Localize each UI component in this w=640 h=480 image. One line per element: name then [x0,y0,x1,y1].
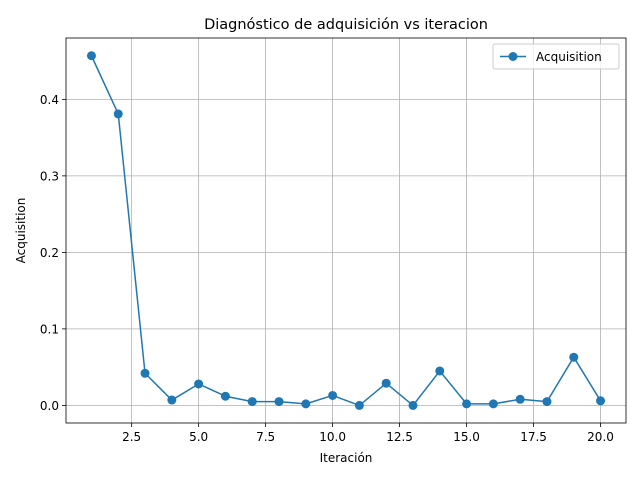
data-point [167,395,177,405]
data-point [408,400,418,410]
x-tick-label: 5.0 [189,430,208,444]
data-point [113,109,123,119]
y-axis-label: Acquisition [14,198,28,264]
legend-box [492,43,620,70]
y-tick-label: 0.4 [40,93,59,107]
y-tick-label: 0.2 [40,246,59,260]
legend: Acquisition [492,43,620,70]
x-axis-ticks: 2.5 5.0 7.5 10.0 12.5 15.0 17.5 20.0 [122,423,614,444]
legend-marker-swatch [508,52,518,61]
x-tick-label: 10.0 [319,430,346,444]
legend-label: Acquisition [536,50,602,64]
data-point [435,366,445,376]
data-point [488,399,498,409]
y-tick-label: 0.1 [40,322,59,336]
data-point [381,378,391,388]
data-point [140,368,150,378]
x-tick-label: 2.5 [122,430,141,444]
series-layer [86,51,606,410]
data-point [515,394,525,404]
series-line [90,55,602,407]
data-point [220,391,230,401]
x-tick-label: 17.5 [520,430,547,444]
grid-lines [66,38,626,423]
chart-title: Diagnóstico de adquisición vs iteracion [204,17,488,33]
plot-area-frame [65,37,627,424]
y-tick-label: 0.0 [40,399,59,413]
data-point [542,397,552,407]
x-tick-label: 20.0 [587,430,614,444]
data-point [328,390,338,400]
y-tick-label: 0.3 [40,169,59,183]
data-point [301,399,311,409]
x-axis-label: Iteración [320,451,373,465]
data-point [354,400,364,410]
x-tick-label: 7.5 [256,430,275,444]
data-point [86,51,96,61]
data-point [194,379,204,389]
data-point [596,396,606,406]
y-axis-ticks: 0.0 0.1 0.2 0.3 0.4 [40,93,66,413]
x-tick-label: 12.5 [386,430,413,444]
data-point [274,397,284,407]
data-point [462,399,472,409]
data-point [569,352,579,362]
x-tick-label: 15.0 [453,430,480,444]
data-point [247,397,257,407]
